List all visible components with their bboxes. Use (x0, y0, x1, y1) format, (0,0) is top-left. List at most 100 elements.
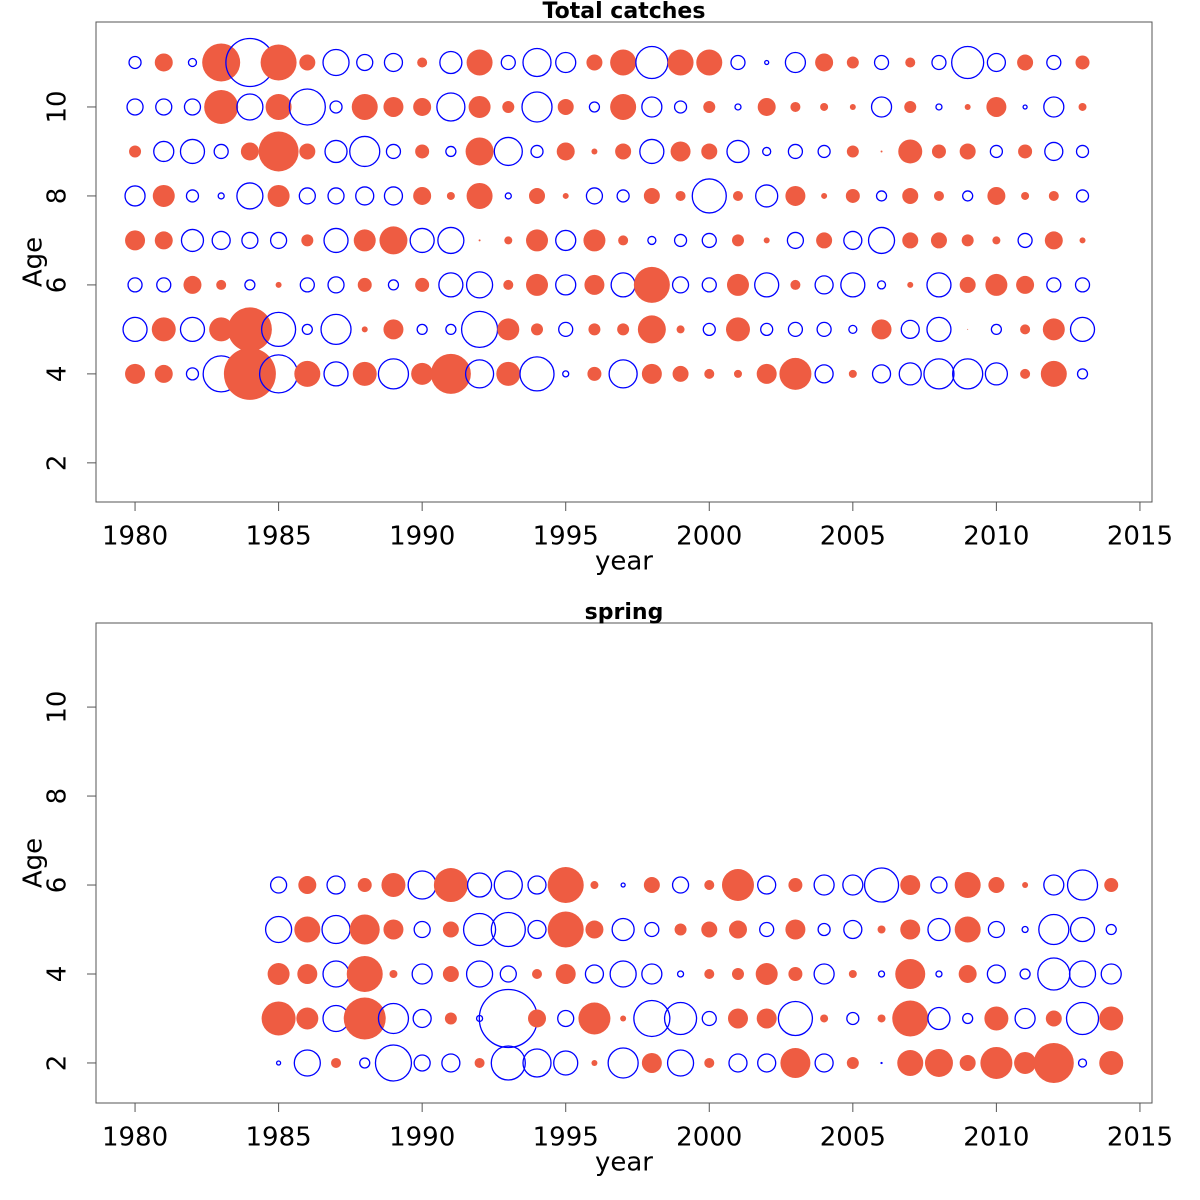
bubble (578, 1002, 611, 1035)
bubble (1022, 882, 1029, 889)
bubble (961, 234, 974, 247)
bubble (704, 968, 715, 979)
bubble (876, 280, 887, 290)
bubble (988, 877, 1005, 894)
bubble (730, 54, 746, 71)
bubble (670, 141, 691, 162)
bubble (275, 1060, 282, 1066)
bubble (436, 92, 466, 122)
bubble (611, 917, 635, 942)
bubble (907, 281, 914, 288)
bubble (493, 870, 523, 900)
bubble (984, 1006, 1009, 1031)
x-tick-label: 1980 (102, 1123, 168, 1153)
bubble (185, 189, 200, 203)
bubble (964, 103, 971, 110)
bubble (900, 875, 921, 896)
bubble (959, 1054, 976, 1071)
bubble (620, 1015, 627, 1022)
bubble (240, 142, 259, 161)
bubble (556, 142, 575, 161)
bubble (754, 272, 780, 298)
bubble (298, 187, 316, 205)
bubble (641, 96, 663, 118)
bubble (553, 1050, 579, 1076)
bubble (643, 187, 660, 204)
bubble (902, 232, 919, 249)
bubble (562, 192, 569, 199)
bubble (216, 279, 227, 290)
bubble (989, 144, 1004, 159)
x-tick-label: 1990 (389, 522, 455, 552)
bubble (1069, 316, 1096, 343)
bubble (555, 229, 577, 252)
bubble (897, 1049, 924, 1076)
bubble (500, 54, 516, 71)
bubble (294, 360, 321, 387)
bubble (323, 227, 349, 254)
bubble (615, 143, 632, 160)
bubble (760, 322, 774, 337)
bubble (892, 1000, 929, 1037)
bubble (958, 964, 977, 983)
bubble (442, 921, 459, 938)
bubble (673, 233, 688, 248)
bubble (153, 140, 175, 163)
bubble (415, 277, 430, 292)
bubble (848, 369, 857, 378)
y-tick-label: 4 (43, 366, 73, 383)
bubble (124, 185, 146, 207)
bubble (926, 272, 952, 298)
bubble (557, 1009, 575, 1028)
bubble (444, 1012, 457, 1025)
bubble (244, 279, 256, 291)
bubble (584, 274, 605, 295)
bubble (478, 239, 481, 242)
bubble (236, 93, 264, 121)
bubble (815, 53, 834, 72)
bubble (820, 1014, 829, 1023)
bubble (355, 186, 375, 206)
bubble (445, 323, 457, 336)
bubble (356, 53, 374, 72)
bubble (663, 1001, 698, 1036)
bubble (555, 51, 577, 74)
bubble (468, 95, 491, 118)
bubble (701, 921, 718, 938)
bubble (926, 316, 952, 343)
bubble (331, 1057, 342, 1068)
bubble (871, 319, 892, 340)
x-axis-label: year (595, 547, 653, 577)
bubble (757, 97, 776, 116)
bubble (1014, 1051, 1037, 1074)
bubble (727, 1008, 748, 1029)
bubble (446, 191, 455, 200)
bubble (381, 873, 406, 898)
bubble (522, 47, 552, 78)
bubble (845, 188, 860, 203)
bubble (1075, 189, 1090, 203)
bubble (499, 965, 517, 983)
bubble (379, 226, 408, 255)
bubble (904, 100, 917, 113)
bubble (959, 143, 976, 160)
bubble (151, 317, 176, 342)
bubble (185, 367, 200, 381)
bubble (152, 184, 175, 207)
x-tick-label: 1995 (533, 522, 599, 552)
bubble (840, 272, 866, 298)
bubble (187, 57, 198, 68)
bubble (1043, 96, 1065, 118)
bubble (527, 919, 547, 940)
bubble (1065, 1001, 1100, 1036)
bubble (757, 1053, 777, 1073)
bubble (260, 44, 297, 81)
bubble (931, 144, 946, 159)
x-tick-label: 2015 (1107, 1123, 1173, 1153)
bubble (985, 273, 1008, 296)
bubble (122, 316, 148, 343)
bubble (1104, 878, 1119, 893)
bubble (301, 323, 313, 336)
bubble (756, 1008, 777, 1029)
plot-frame (95, 622, 1153, 1104)
